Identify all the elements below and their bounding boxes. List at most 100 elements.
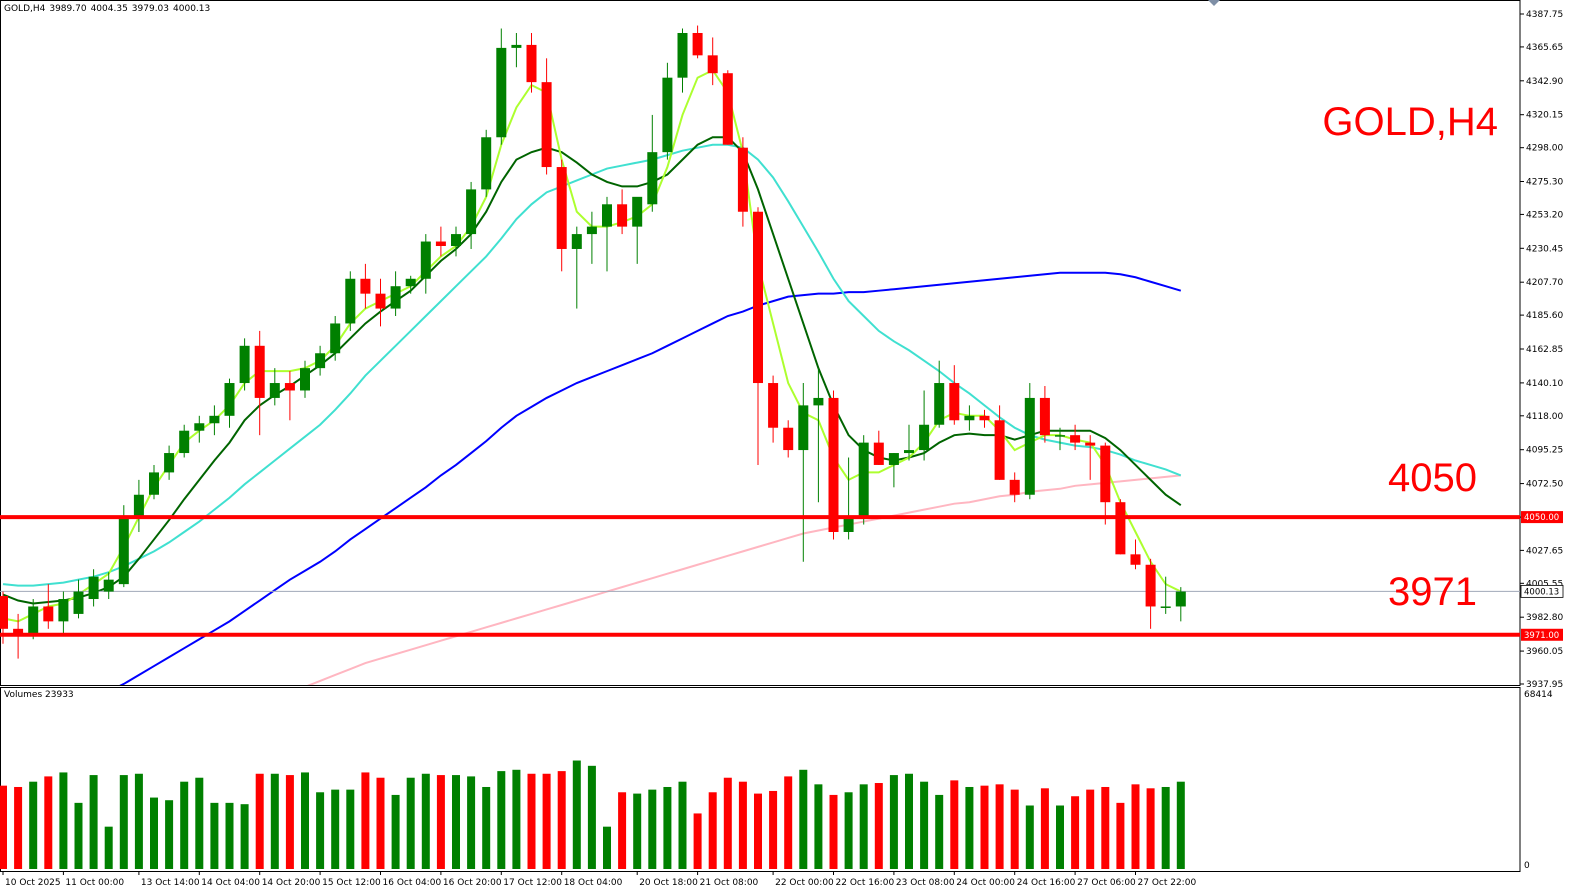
candle-body [420,241,431,279]
y-tick-label: 4275.30 [1526,178,1563,188]
candle-body [632,196,643,227]
candle-body [511,44,522,48]
volume-bar [572,760,581,869]
candle-body [571,234,582,249]
volume-bar [557,771,566,869]
candle-body [662,77,673,153]
x-tick-label: 10 Oct 2025 [5,878,61,888]
volume-bar [542,773,551,869]
volume-bar [527,773,536,869]
volume-bar [452,775,460,869]
volume-bar [1176,781,1185,869]
candle-body [73,591,84,614]
ma-200-line [307,474,1181,685]
x-tick-label: 27 Oct 22:00 [1138,878,1197,888]
volume-bar [618,792,627,869]
y-tick-label: 4320.15 [1526,111,1563,121]
candle-body [1009,479,1020,495]
volume-bar [1071,796,1080,869]
volume-bar [285,775,294,869]
volume-bar [512,769,521,869]
volume-bar [1010,789,1019,869]
volume-bar [889,775,898,869]
candle-body [466,189,477,235]
volume-bar [587,765,596,869]
candle-body [13,628,24,637]
candle-body [103,579,114,592]
volume-bar [406,777,415,869]
x-tick-label: 16 Oct 20:00 [443,878,502,888]
candle-body [1024,397,1035,495]
y-tick-label: 4118.00 [1526,412,1563,422]
candle-body [1039,397,1050,436]
current-price-tag [1520,584,1564,598]
y-tick-label: 4342.90 [1526,77,1563,87]
x-tick-label: 22 Oct 00:00 [775,878,834,888]
volume-bar [1131,784,1140,869]
y-tick-label: 4253.20 [1526,210,1563,220]
candle-body [934,383,945,425]
volume-bar [89,775,98,869]
volume-bar [180,781,189,869]
candle-body [481,137,492,190]
candle-body [994,420,1005,480]
collapse-arrow-icon[interactable] [1208,0,1220,6]
volume-bar [754,793,762,869]
volume-bar [648,789,657,869]
candle-body [904,450,914,454]
candle-body [330,323,341,354]
volume-bar [14,786,23,869]
header-open: 3989.70 [49,4,87,14]
candle-body [1085,442,1096,446]
y-tick-label: 3960.05 [1526,647,1563,657]
y-tick-label: 3937.95 [1526,680,1563,690]
y-tick-label: 4140.10 [1526,379,1563,389]
candle-body [586,226,597,235]
current-price-tag-text: 4000.13 [1524,587,1559,597]
volume-bar [874,783,883,869]
volume-bar [784,776,793,869]
header-symbol: GOLD,H4 [4,4,46,14]
volume-bar [29,781,38,869]
volume-bar [44,776,53,869]
volume-bar [950,780,959,869]
candle-body [828,397,839,532]
level-price-tag-text: 4050.00 [1524,513,1559,523]
header-high: 4004.35 [90,4,128,14]
candle-body [435,241,446,246]
candle-body [1115,502,1126,555]
header-close: 4000.13 [173,4,211,14]
volume-bar [436,775,445,869]
volume-bar [1116,802,1125,869]
volume-bar [965,786,974,869]
volume-bar [1161,786,1170,869]
big-symbol-label: GOLD,H4 [1322,100,1498,144]
x-tick-label: 24 Oct 16:00 [1017,878,1076,888]
volume-bar [376,777,385,869]
candle-body [209,415,220,424]
volume-bar [421,773,430,869]
y-tick-label: 3982.80 [1526,613,1563,623]
candle-body [345,278,356,324]
candle-body [647,152,658,205]
volume-pane-frame [0,687,1521,872]
price-pane-frame [0,0,1521,686]
candle-body [118,517,129,585]
volume-bar [104,826,113,869]
volume-bar [995,784,1004,869]
volume-bar [482,786,491,869]
volume-bar [361,772,370,869]
candle-body [28,606,39,637]
x-tick-label: 14 Oct 20:00 [262,878,321,888]
x-tick-label: 14 Oct 04:00 [201,878,260,888]
candle-body [164,453,175,473]
volume-bar [210,802,219,869]
volume-bar [905,773,913,869]
candle-body [58,599,69,622]
candle-body [888,453,899,465]
volume-bar [1146,788,1155,869]
volume-bar [1101,786,1110,869]
candle-body [677,32,688,78]
volume-bar [1056,805,1064,869]
